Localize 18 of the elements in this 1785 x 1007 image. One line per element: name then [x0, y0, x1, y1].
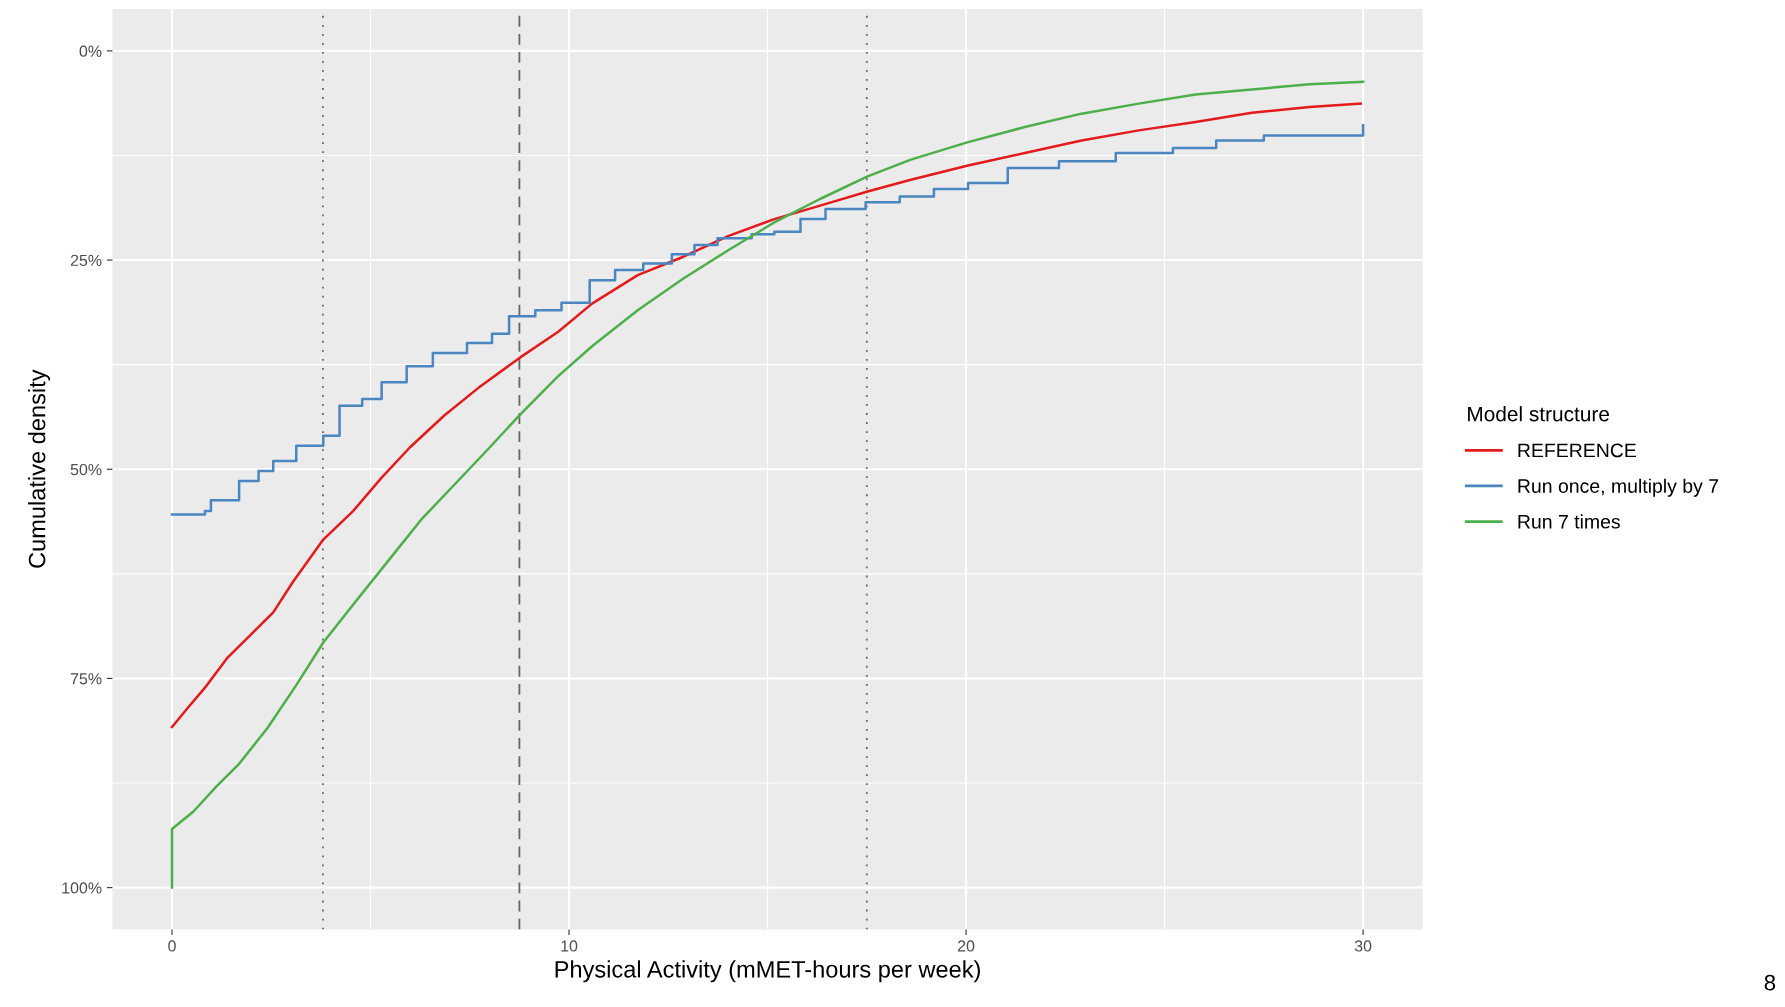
line-series	[170, 102, 1362, 729]
y-axis-title: Cumulative density	[28, 369, 51, 568]
y-tick-label: 100%	[62, 882, 102, 894]
legend-label: REFERENCE	[1518, 443, 1636, 458]
line-series	[170, 80, 1365, 889]
x-tick-label: 20	[957, 940, 975, 952]
y-tick-label: 75%	[70, 673, 102, 685]
legend-label: Run once, multiply by 7	[1518, 478, 1719, 497]
x-tick-label: 0	[168, 940, 176, 952]
x-tick-label: 30	[1354, 940, 1372, 952]
x-tick-label: 10	[561, 940, 578, 952]
y-tick-label: 0%	[79, 45, 102, 57]
y-tick-label: 25%	[70, 254, 102, 267]
text: 8	[1764, 974, 1776, 991]
y-tick-label: 50%	[70, 463, 102, 476]
legend-title: Model structure	[1468, 406, 1609, 422]
legend-label: Run 7 times	[1518, 514, 1620, 529]
x-axis-title: Physical Activity (mMET-hours per week)	[555, 960, 980, 983]
